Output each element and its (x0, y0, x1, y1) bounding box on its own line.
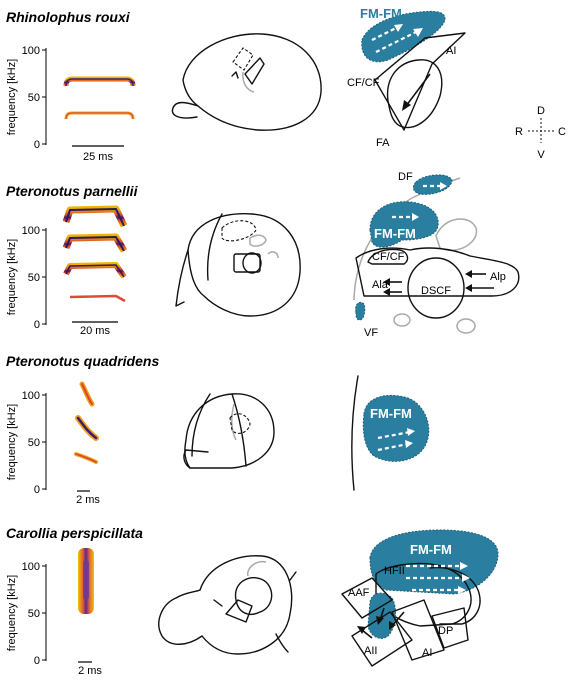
tick-100: 100 (22, 561, 40, 573)
spectrogram-axis: 100 50 0 frequency [kHz] (6, 561, 47, 667)
y-axis-label: frequency [kHz] (6, 59, 18, 135)
arrow-head (413, 28, 423, 37)
panel-rhinolophus: Rhinolophus rouxi 100 50 0 frequency [kH… (6, 6, 566, 163)
dscf-region (355, 247, 520, 297)
fm-fm-area (362, 394, 430, 462)
ai-label: AI (422, 647, 432, 659)
scale-bar-label: 25 ms (83, 151, 113, 163)
tick-50: 50 (28, 92, 40, 104)
scale-bar-label: 2 ms (78, 665, 102, 677)
dorsal-label: D (537, 105, 545, 117)
arrow-head (402, 100, 411, 111)
fm-fm-label: FM-FM (370, 406, 412, 421)
spectrogram-axis: 100 50 0 frequency [kHz] (6, 45, 47, 151)
cf-cf-area (374, 32, 466, 131)
scale-bar-label: 2 ms (76, 494, 100, 506)
fm-fm-label: FM-FM (360, 6, 402, 21)
spectrogram-call (78, 548, 94, 614)
brain-outline (171, 33, 322, 131)
cf-cf-area (367, 248, 409, 265)
cortex-map: DF FM-FM CF/CF Ala DSCF Alp VF (353, 171, 520, 339)
fm-fm-label: FM-FM (410, 542, 452, 557)
tick-50: 50 (28, 437, 40, 449)
orientation-compass: D V R C (515, 105, 566, 161)
vf-label: VF (364, 327, 378, 339)
tick-0: 0 (34, 139, 40, 151)
cf-cf-label: CF/CF (372, 251, 405, 263)
cortex-boundary (351, 375, 359, 491)
df-label: DF (398, 171, 413, 183)
hfii-label: HFII (384, 565, 405, 577)
ala-label: Ala (372, 279, 389, 291)
panel-pteronotus-quadridens: Pteronotus quadridens 100 50 0 frequency… (6, 353, 430, 506)
tick-0: 0 (34, 319, 40, 331)
panel-carollia: Carollia perspicillata 100 50 0 frequenc… (6, 525, 499, 677)
fm-fm-label: FM-FM (374, 226, 416, 241)
tonotopic-arrow (405, 73, 431, 107)
gradient-arrow (371, 25, 401, 41)
brain-outline (175, 213, 301, 317)
tick-100: 100 (22, 45, 40, 57)
df-area (412, 174, 453, 195)
fa-label: FA (376, 137, 390, 149)
spectrogram-call (62, 205, 128, 303)
spectrogram-axis: 100 50 0 frequency [kHz] (6, 390, 47, 496)
vf-area (355, 301, 366, 321)
brain-outline (183, 393, 275, 469)
tick-100: 100 (22, 390, 40, 402)
alp-label: Alp (490, 271, 506, 283)
aii-label: AII (364, 645, 377, 657)
brain-outline (158, 555, 297, 655)
cf-cf-label: CF/CF (347, 77, 380, 89)
ai-area (391, 599, 445, 661)
dscf-label: DSCF (421, 285, 451, 297)
panel-pteronotus-parnellii: Pteronotus parnellii 100 50 0 frequency … (6, 171, 520, 339)
spectrogram-axis: 100 50 0 frequency [kHz] (6, 225, 47, 331)
tick-50: 50 (28, 272, 40, 284)
species-title: Rhinolophus rouxi (6, 9, 131, 25)
gradient-arrow (377, 430, 411, 440)
tick-0: 0 (34, 655, 40, 667)
dp-area (431, 607, 469, 649)
rostral-label: R (515, 126, 523, 138)
scale-bar-label: 20 ms (80, 325, 110, 337)
species-title: Carollia perspicillata (6, 525, 143, 541)
hfi-area (429, 566, 481, 625)
species-title: Pteronotus quadridens (6, 353, 159, 369)
tick-100: 100 (22, 225, 40, 237)
caudal-label: C (558, 126, 566, 138)
arrow-head (394, 24, 403, 32)
y-axis-label: frequency [kHz] (6, 404, 18, 480)
hfi-label: HFI (436, 595, 454, 607)
ai-label: AI (446, 45, 456, 57)
hfii-area (375, 562, 472, 627)
fm-fm-area (369, 201, 439, 248)
cortex-map: FM-FM AI CF/CF FA (347, 6, 466, 149)
dp-label: DP (438, 625, 453, 637)
gradient-arrow (375, 29, 421, 53)
cortex-map: FM-FM (351, 375, 430, 491)
species-title: Pteronotus parnellii (6, 183, 139, 199)
fm-fm-area (369, 529, 499, 595)
aaf-label: AAF (348, 587, 370, 599)
tick-0: 0 (34, 484, 40, 496)
dscf-area (407, 257, 465, 319)
spectrogram-call (63, 76, 136, 120)
aaf-outline (341, 577, 393, 619)
ventral-label: V (537, 149, 545, 161)
y-axis-label: frequency [kHz] (6, 575, 18, 651)
tick-50: 50 (28, 608, 40, 620)
cortex-map: FM-FM HFII AAF HFI DP AII AI (341, 529, 499, 667)
ai-area (386, 59, 443, 129)
spectrogram-call (74, 381, 99, 464)
y-axis-label: frequency [kHz] (6, 239, 18, 315)
